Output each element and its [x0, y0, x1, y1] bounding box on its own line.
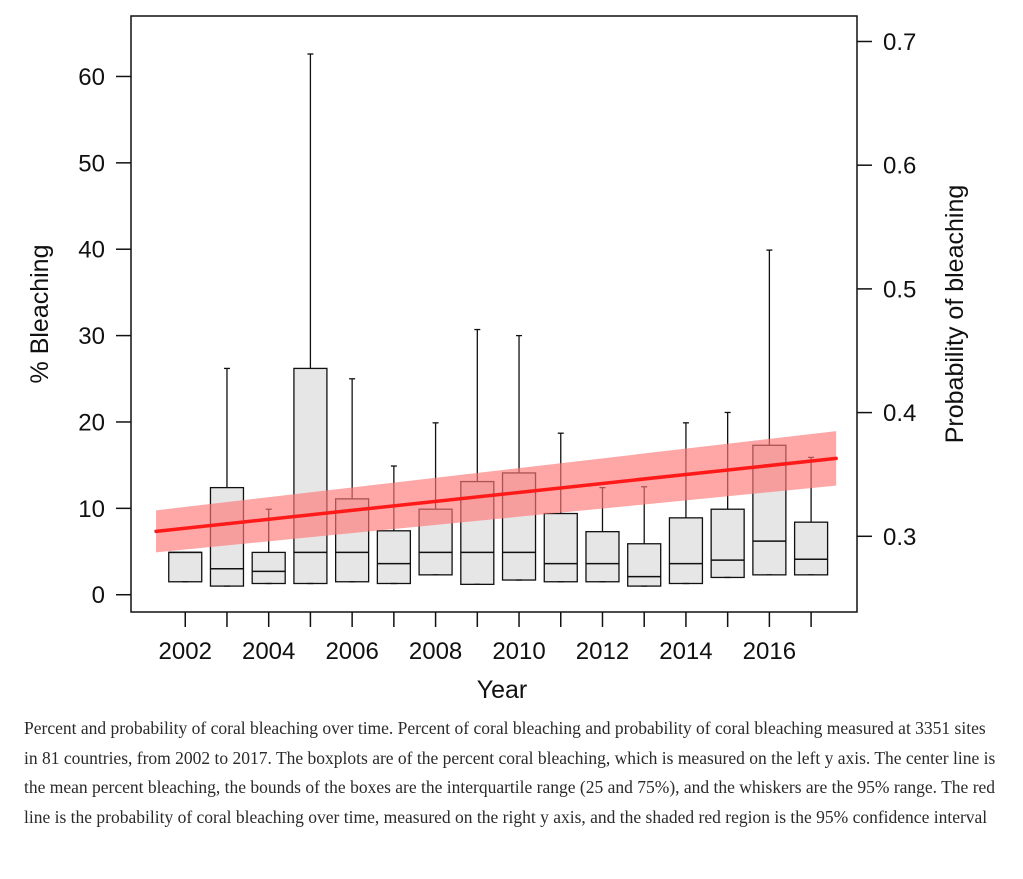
coral-bleaching-chart: 0 10 20 30 40 50 60 0.3 0.4 0.5 0.6 0.7 2002 2004 2006…: [26, 15, 969, 704]
box-iqr: [168, 551, 203, 583]
figure-caption: Percent and probability of coral bleachi…: [24, 718, 996, 827]
boxplot-2017: [793, 456, 829, 576]
trend-line: [154, 456, 838, 534]
box-iqr: [293, 367, 328, 585]
box-iqr: [668, 517, 704, 585]
y-tick-label: 30: [78, 323, 105, 350]
x-tick-label: 2010: [492, 638, 545, 665]
y2-axis-title: Probability of bleaching: [941, 185, 969, 444]
y-tick-label: 60: [78, 64, 105, 91]
x-tick-label: 2006: [325, 638, 378, 665]
box-iqr: [793, 521, 829, 576]
box-iqr: [376, 530, 412, 585]
boxplot-2011: [543, 432, 578, 583]
y-tick-label: 0: [92, 582, 105, 609]
box-iqr: [710, 508, 745, 579]
y2-tick-label: 0.5: [883, 276, 916, 303]
boxplot-2005: [293, 53, 328, 585]
y-tick-label: 10: [78, 496, 105, 523]
y2-tick-label: 0.7: [883, 29, 916, 56]
x-tick-label: 2012: [576, 638, 629, 665]
x-axis-title: Year: [477, 676, 528, 704]
y-tick-label: 20: [78, 409, 105, 436]
box-iqr: [627, 543, 662, 587]
y-axis-title: % Bleaching: [26, 245, 54, 384]
box-iqr: [543, 512, 578, 583]
y-tick-label: 50: [78, 150, 105, 177]
box-iqr: [585, 531, 620, 583]
boxplot-2004: [251, 508, 286, 585]
boxplot-2013: [627, 486, 662, 587]
confidence-band: [156, 431, 837, 553]
boxplot-2010: [501, 334, 537, 581]
box-iqr: [251, 551, 286, 585]
y2-tick-label: 0.3: [883, 524, 916, 551]
boxplot-2016: [752, 249, 787, 576]
y2-tick-label: 0.6: [883, 153, 916, 180]
x-tick-label: 2016: [743, 638, 796, 665]
boxplot-2002: [168, 551, 203, 583]
boxplot-2003: [209, 367, 245, 587]
boxplot-2014: [668, 422, 704, 585]
y-tick-label: 40: [78, 237, 105, 264]
boxplot-2007: [376, 465, 412, 585]
y2-tick-label: 0.4: [883, 400, 916, 427]
boxplot-2009: [460, 328, 495, 586]
chart-svg: 0 10 20 30 40 50 60 0.3 0.4 0.5 0.6 0.7 2002 2004 2006…: [26, 15, 969, 704]
plot-frame: [130, 15, 858, 613]
boxplot-2012: [585, 486, 620, 583]
x-tick-label: 2008: [409, 638, 462, 665]
x-tick-label: 2004: [242, 638, 295, 665]
x-tick-label: 2002: [159, 638, 212, 665]
boxplot-2006: [334, 378, 370, 583]
x-tick-label: 2014: [659, 638, 712, 665]
